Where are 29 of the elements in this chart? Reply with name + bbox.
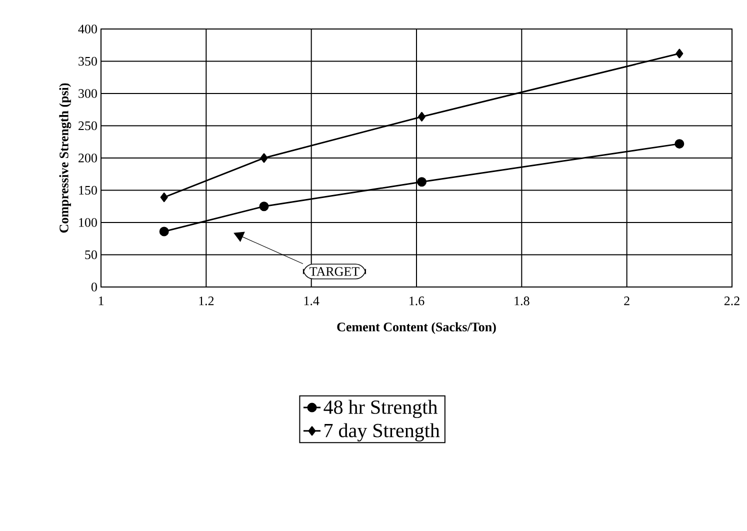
- x-tick-label: 1: [98, 296, 104, 306]
- x-tick-label: 2.2: [724, 296, 740, 306]
- legend-label: 48 hr Strength: [324, 400, 438, 418]
- y-tick-label: 50: [85, 250, 97, 260]
- point: [674, 139, 684, 149]
- point: [159, 226, 169, 236]
- x-tick-label: 1.4: [304, 296, 320, 306]
- y-axis-title: Compressive Strength (psi): [59, 83, 72, 233]
- annotation: TARGET: [310, 267, 360, 276]
- x-tick-label: 1.2: [199, 296, 214, 306]
- y-tick-label: 350: [78, 56, 97, 66]
- y-tick-label: 0: [91, 282, 97, 292]
- x-axis-title: Cement Content (Sacks/Ton): [337, 322, 496, 334]
- y-tick-label: 100: [79, 218, 97, 227]
- y-tick-label: 150: [79, 186, 97, 195]
- point: [418, 112, 426, 122]
- point: [259, 202, 269, 212]
- x-tick-label: 2: [624, 296, 630, 306]
- point: [417, 177, 427, 187]
- y-tick-label: 300: [78, 89, 97, 98]
- x-tick-label: 1.6: [410, 296, 424, 306]
- point: [260, 153, 268, 163]
- y-tick-label: 250: [78, 121, 97, 130]
- y-tick-label: 200: [78, 154, 97, 162]
- point: [160, 192, 168, 202]
- x-tick-label: 1.8: [514, 296, 530, 306]
- y-tick-label: 400: [78, 24, 97, 34]
- legend-label: 7 day Strength: [324, 423, 440, 442]
- point: [676, 48, 684, 58]
